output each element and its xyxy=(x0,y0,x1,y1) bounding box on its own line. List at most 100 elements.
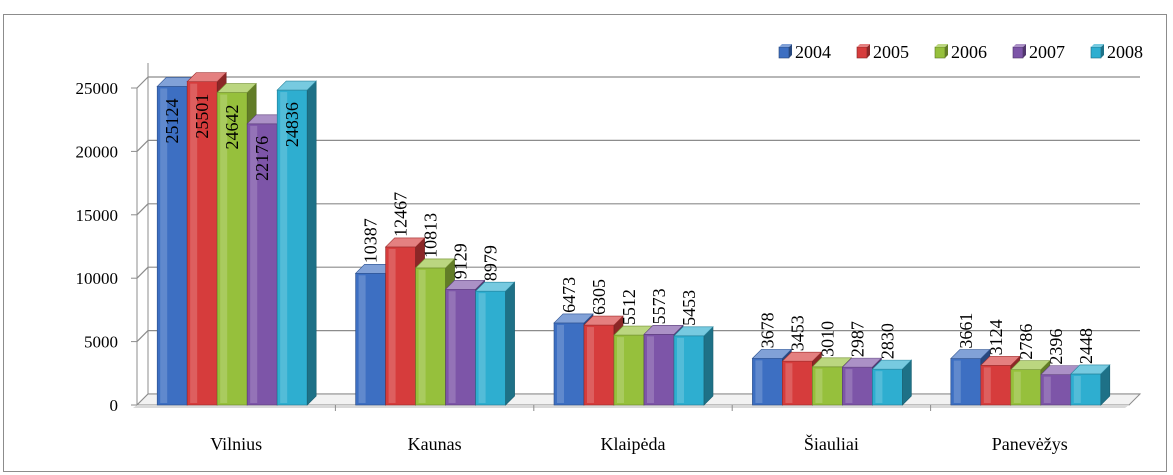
bar-top xyxy=(841,357,883,368)
bar-front xyxy=(385,246,416,406)
bar-highlight xyxy=(557,324,564,403)
bar-front xyxy=(1010,369,1042,406)
bar-top xyxy=(474,281,516,292)
y-tick-label: 10000 xyxy=(76,269,119,288)
data-label: 2830 xyxy=(877,323,897,359)
bar-front xyxy=(415,267,446,406)
bar-highlight xyxy=(785,363,793,403)
bar-front xyxy=(872,368,903,406)
gridline-side xyxy=(136,76,149,89)
data-label: 22176 xyxy=(252,136,272,181)
data-label: 9129 xyxy=(451,243,471,279)
data-label: 5512 xyxy=(619,289,639,325)
legend-item: 2006 xyxy=(934,42,987,62)
data-label: 3010 xyxy=(817,321,837,357)
bar-highlight xyxy=(478,293,486,403)
bar-highlight xyxy=(1043,376,1051,403)
bar-front xyxy=(276,89,308,406)
bar-highlight xyxy=(1013,371,1021,403)
bar-top xyxy=(751,349,793,359)
bar-front xyxy=(643,334,675,406)
data-label: 12467 xyxy=(391,192,411,237)
data-label: 3124 xyxy=(986,319,1006,355)
bar xyxy=(871,359,913,406)
bar-side xyxy=(703,326,714,406)
y-tick-label: 20000 xyxy=(76,142,119,161)
bar-highlight xyxy=(677,337,684,403)
y-axis: 0 5000 10000 15000 20000 25000 xyxy=(76,79,138,415)
bar-highlight xyxy=(845,369,853,403)
x-tick-label: Panevėžys xyxy=(992,434,1068,454)
legend-item: 2004 xyxy=(778,42,831,62)
legend-swatch-top xyxy=(779,44,792,47)
bar-highlight xyxy=(755,360,763,403)
legend-swatch-top xyxy=(1013,44,1026,47)
bars xyxy=(156,71,1111,406)
legend-swatch-side xyxy=(867,44,870,58)
bar-top xyxy=(643,325,684,335)
data-label: 3453 xyxy=(787,315,807,351)
bar-front xyxy=(842,366,873,406)
legend-swatch xyxy=(1090,46,1102,59)
bar-highlight xyxy=(953,360,961,403)
legend-label: 2007 xyxy=(1029,42,1065,62)
legend-swatch-top xyxy=(935,44,948,47)
y-tick-label: 5000 xyxy=(84,333,118,352)
data-label: 2396 xyxy=(1046,329,1066,365)
bar-front xyxy=(355,272,386,406)
bar-front xyxy=(613,334,645,406)
data-label: 5573 xyxy=(649,288,669,324)
bar-front xyxy=(1040,374,1072,406)
x-axis: Vilnius Kaunas Klaipėda Šiauliai Panevėžys xyxy=(210,405,1068,454)
legend-swatch-side xyxy=(1023,44,1026,58)
bar-highlight xyxy=(587,327,594,403)
data-labels: 25124 25501 24642 22176 24836 10387 12467 10813… xyxy=(162,94,1096,365)
data-label: 3661 xyxy=(956,313,976,349)
bar-top xyxy=(781,351,823,362)
data-label: 2448 xyxy=(1076,328,1096,364)
bar-highlight xyxy=(358,275,366,403)
bar-front xyxy=(782,360,813,406)
data-label: 2987 xyxy=(847,321,867,357)
bar-highlight xyxy=(418,269,426,403)
x-tick-label: Vilnius xyxy=(210,434,262,454)
gridline-side xyxy=(136,139,149,152)
bar-highlight xyxy=(190,83,198,403)
bar-top xyxy=(673,326,714,337)
legend: 2004 2005 2006 2007 2008 xyxy=(778,42,1143,62)
bar-highlight xyxy=(220,94,228,404)
bar-highlight xyxy=(280,92,288,403)
floor-edge xyxy=(133,405,1129,408)
data-label: 2786 xyxy=(1016,324,1036,360)
bar-highlight xyxy=(250,125,258,403)
bar-top xyxy=(414,258,456,269)
legend-swatch xyxy=(856,46,868,59)
bar-highlight xyxy=(617,337,624,403)
bar-top xyxy=(553,313,594,324)
data-label: 6473 xyxy=(559,277,579,313)
legend-swatch-side xyxy=(945,44,948,58)
y-tick-label: 0 xyxy=(110,396,119,415)
bar xyxy=(673,326,714,406)
legend-label: 2004 xyxy=(795,42,831,62)
legend-swatch xyxy=(778,46,790,59)
bar-highlight xyxy=(388,248,396,403)
bar xyxy=(474,281,516,406)
legend-label: 2005 xyxy=(873,42,909,62)
data-label: 5453 xyxy=(679,290,699,326)
legend-label: 2006 xyxy=(951,42,987,62)
x-tick-label: Šiauliai xyxy=(804,433,859,454)
bar-front xyxy=(156,86,188,406)
bar-top xyxy=(444,279,486,290)
legend-swatch-top xyxy=(857,44,870,47)
bar-front xyxy=(445,288,476,406)
gridline-side xyxy=(136,330,149,343)
legend-swatch-side xyxy=(1101,44,1104,58)
data-label: 25124 xyxy=(162,98,182,143)
bar-front xyxy=(673,335,705,406)
legend-swatch xyxy=(1012,46,1024,59)
data-label: 10813 xyxy=(421,213,441,258)
y-tick-label: 15000 xyxy=(76,206,119,225)
bar-top xyxy=(216,83,257,93)
